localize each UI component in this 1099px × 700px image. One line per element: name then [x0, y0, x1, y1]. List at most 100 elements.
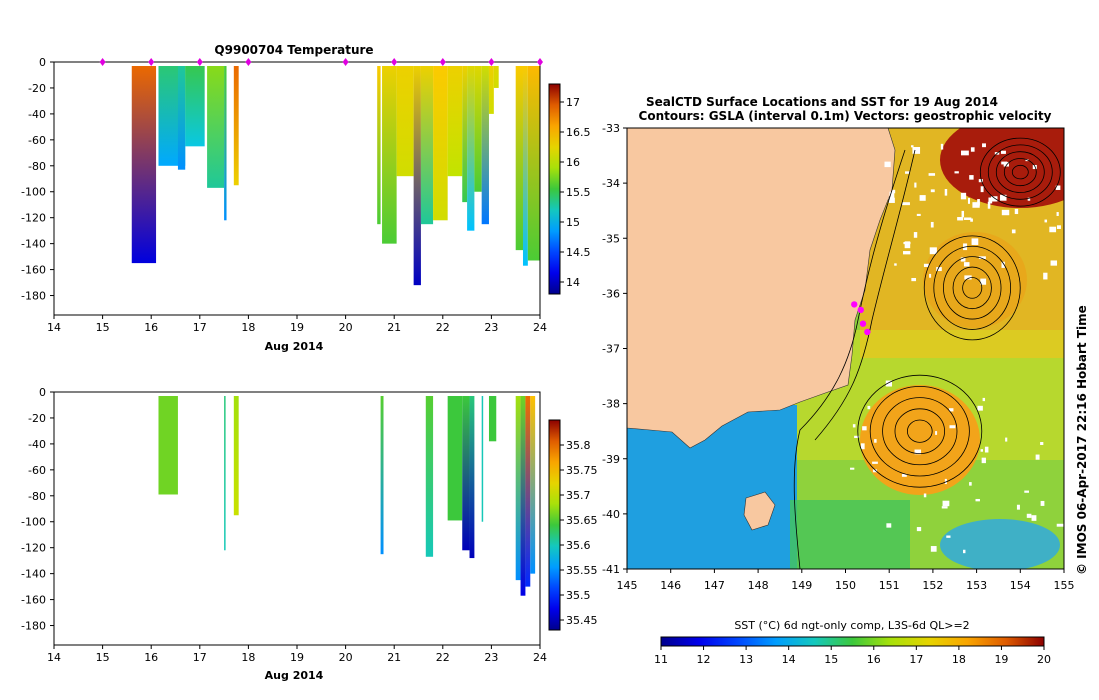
- cloud-speck: [1055, 185, 1061, 190]
- y-tick-label: 0: [39, 386, 46, 399]
- lat-tick-label: -41: [602, 563, 620, 576]
- cloud-speck: [867, 405, 871, 410]
- profile-cast: [481, 396, 484, 522]
- seal-location-dot: [857, 306, 864, 314]
- cloud-speck: [988, 197, 993, 204]
- x-tick-label: 22: [436, 321, 450, 334]
- lat-tick-label: -38: [602, 398, 620, 411]
- cloud-speck: [978, 256, 986, 260]
- sst-colorbar-ticks: 11 12 13 14 15 16 17 18 19 20: [654, 646, 1051, 666]
- x-tick-label: 24: [533, 321, 547, 334]
- cloud-speck: [923, 263, 929, 267]
- map-subtitle: Contours: GSLA (interval 0.1m) Vectors: …: [639, 109, 1052, 123]
- y-tick-label: -100: [21, 186, 46, 199]
- x-tick-label: 19: [290, 651, 304, 664]
- cloud-speck: [949, 425, 956, 429]
- profile-marker: [342, 58, 349, 66]
- eddy-ring: [995, 151, 1045, 193]
- sst-cool-south: [790, 500, 910, 569]
- profile-marker: [99, 58, 106, 66]
- cloud-speck: [940, 143, 944, 150]
- warm-eddy-north: [923, 232, 1027, 328]
- salinity-colorbar: [548, 419, 561, 631]
- salinity-colorbar-ticks: 35.45 35.5 35.55 35.6 35.65 35.7 35.75 35.8: [560, 439, 598, 627]
- profile-cast: [469, 396, 475, 559]
- profile-cast: [396, 66, 414, 177]
- profile-cast: [447, 66, 463, 177]
- lat-tick-label: -36: [602, 287, 620, 300]
- seal-locations: [851, 301, 871, 336]
- cloud-speck: [969, 482, 972, 486]
- cloud-speck: [919, 195, 926, 201]
- cloud-speck: [1000, 194, 1007, 201]
- eddy-ring: [979, 137, 1061, 207]
- y-tick-label: 0: [39, 56, 46, 69]
- cloud-speck: [984, 446, 989, 453]
- x-tick-label: 14: [47, 321, 61, 334]
- cloud-speck: [1044, 219, 1048, 223]
- cloud-speck: [888, 197, 895, 203]
- x-tick-label: 21: [387, 321, 401, 334]
- profile-cast: [462, 66, 468, 203]
- eddy-ring: [1003, 158, 1037, 187]
- lat-tick-label: -40: [602, 508, 620, 521]
- colorbar-tick-label: 16.5: [566, 126, 591, 139]
- cloud-speck: [963, 549, 966, 554]
- profile-marker: [488, 58, 495, 66]
- profile-marker: [196, 58, 203, 66]
- colorbar-tick-label: 35.5: [566, 589, 591, 602]
- cloud-speck: [942, 500, 950, 507]
- colorbar-tick-label: 17: [566, 96, 580, 109]
- cloud-speck: [977, 405, 983, 411]
- x-tick-label: 16: [144, 321, 158, 334]
- cloud-speck: [1040, 500, 1045, 506]
- lon-tick-label: 145: [617, 579, 638, 592]
- y-tick-label: -100: [21, 516, 46, 529]
- cloud-speck: [936, 267, 942, 272]
- cloud-speck: [872, 469, 878, 473]
- cloud-speck: [957, 217, 964, 221]
- temperature-colorbar-ticks: 14 14.5 15 15.5 16 16.5 17: [560, 96, 591, 289]
- x-tick-label: 20: [339, 651, 353, 664]
- cloud-speck: [901, 473, 907, 477]
- x-tick-label: 16: [144, 651, 158, 664]
- cloud-speck: [930, 546, 937, 552]
- cloud-speck: [930, 189, 935, 193]
- profile-cast: [233, 396, 239, 516]
- map-body: [627, 128, 1064, 569]
- cloud-speck: [912, 147, 921, 154]
- salinity-y-ticks: 0 -20 -40 -60 -80 -100 -120 -140 -160 -180: [21, 386, 54, 633]
- cloud-mask: [850, 143, 1064, 554]
- profile-cast: [224, 66, 227, 221]
- eddy-ring: [933, 245, 1012, 330]
- cloud-speck: [916, 527, 922, 532]
- sst-colorbar-tick-label: 17: [909, 653, 923, 666]
- cloud-speck: [1001, 161, 1008, 165]
- y-tick-label: -140: [21, 238, 46, 251]
- cloud-speck: [963, 262, 970, 267]
- cloud-speck: [914, 449, 922, 455]
- temperature-panel: Q9900704 Temperature 14 15 16 17 18 19 20 21 22 2…: [21, 43, 590, 353]
- cloud-speck: [852, 424, 856, 428]
- eddy-ring: [882, 397, 958, 466]
- y-tick-label: -40: [28, 108, 46, 121]
- sst-colorbar-label: SST (°C) 6d ngt-only comp, L3S-6d QL>=2: [734, 619, 969, 632]
- eddy-ring: [962, 277, 983, 299]
- x-tick-label: 20: [339, 321, 353, 334]
- cloud-speck: [1025, 159, 1029, 162]
- y-tick-label: -20: [28, 82, 46, 95]
- temperature-x-label: Aug 2014: [265, 340, 324, 353]
- profile-cast: [447, 396, 463, 521]
- cloud-speck: [944, 478, 947, 485]
- profile-cast: [474, 66, 482, 192]
- cloud-speck: [884, 161, 891, 168]
- x-tick-label: 24: [533, 651, 547, 664]
- profile-cast: [488, 396, 497, 442]
- sst-colorbar-tick-label: 11: [654, 653, 668, 666]
- salinity-panel: 14 15 16 17 18 19 20 21 22 23 24 0 -20 -40 -60 -80 -100…: [21, 386, 597, 682]
- eddy-ring: [952, 266, 992, 310]
- lon-tick-label: 152: [922, 579, 943, 592]
- cloud-speck: [982, 143, 986, 148]
- lon-tick-label: 151: [879, 579, 900, 592]
- eddy-ring: [894, 408, 945, 454]
